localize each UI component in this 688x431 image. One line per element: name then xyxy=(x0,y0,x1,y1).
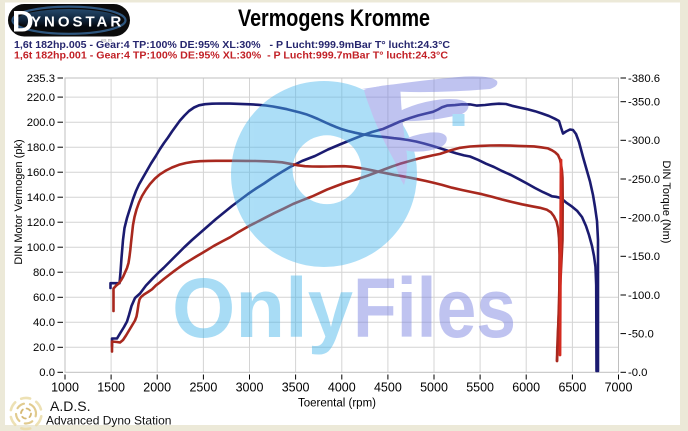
svg-text:1,6t 182hp.005 - Gear:4 TP:100: 1,6t 182hp.005 - Gear:4 TP:100% DE:95% X… xyxy=(14,39,450,51)
svg-text:40.0: 40.0 xyxy=(33,317,55,329)
svg-text:3500: 3500 xyxy=(282,381,310,395)
svg-text:4500: 4500 xyxy=(374,381,402,395)
svg-text:6500: 6500 xyxy=(558,381,586,395)
svg-text:2000: 2000 xyxy=(143,381,171,395)
svg-text:2500: 2500 xyxy=(189,381,217,395)
svg-text:6000: 6000 xyxy=(512,381,540,395)
svg-text:Vermogens Kromme: Vermogens Kromme xyxy=(238,5,430,32)
svg-text:7000: 7000 xyxy=(605,381,633,395)
svg-text:Advanced Dyno Station: Advanced Dyno Station xyxy=(46,414,171,428)
svg-text:1000: 1000 xyxy=(51,381,79,395)
svg-text:100.0: 100.0 xyxy=(27,242,55,254)
svg-text:140.0: 140.0 xyxy=(27,192,55,204)
svg-text:-0.0: -0.0 xyxy=(628,367,647,379)
svg-text:235.3: 235.3 xyxy=(27,73,55,85)
svg-text:-300.0: -300.0 xyxy=(628,135,660,147)
svg-text:...es m: ...es m xyxy=(97,38,112,44)
svg-text:-250.0: -250.0 xyxy=(628,174,660,186)
svg-text:20.0: 20.0 xyxy=(33,342,55,354)
svg-text:-100.0: -100.0 xyxy=(628,290,660,302)
svg-text:1,6t 182hp.001 - Gear:4 TP:100: 1,6t 182hp.001 - Gear:4 TP:100% DE:95% X… xyxy=(14,50,448,62)
svg-text:YNOSTAR: YNOSTAR xyxy=(31,14,124,31)
svg-text:-350.0: -350.0 xyxy=(628,97,660,109)
svg-text:200.0: 200.0 xyxy=(27,117,55,129)
svg-text:-380.6: -380.6 xyxy=(628,73,660,85)
svg-text:0.0: 0.0 xyxy=(39,367,55,379)
svg-text:220.0: 220.0 xyxy=(27,92,55,104)
svg-text:3000: 3000 xyxy=(236,381,264,395)
svg-text:Toerental (rpm): Toerental (rpm) xyxy=(298,398,376,410)
svg-text:160.0: 160.0 xyxy=(27,167,55,179)
svg-text:1500: 1500 xyxy=(97,381,125,395)
svg-text:D: D xyxy=(12,6,34,39)
svg-text:DIN Torque (Nm): DIN Torque (Nm) xyxy=(660,161,672,244)
svg-text:120.0: 120.0 xyxy=(27,217,55,229)
svg-text:180.0: 180.0 xyxy=(27,142,55,154)
svg-text:-50.0: -50.0 xyxy=(628,328,654,340)
svg-text:Only: Only xyxy=(172,261,353,355)
svg-text:DIN Motor Vermogen (pk): DIN Motor Vermogen (pk) xyxy=(13,139,25,264)
svg-text:-150.0: -150.0 xyxy=(628,251,660,263)
svg-text:5500: 5500 xyxy=(466,381,494,395)
svg-text:Files: Files xyxy=(353,261,516,355)
svg-text:5000: 5000 xyxy=(420,381,448,395)
svg-text:-200.0: -200.0 xyxy=(628,212,660,224)
svg-text:60.0: 60.0 xyxy=(33,292,55,304)
svg-text:80.0: 80.0 xyxy=(33,267,55,279)
svg-text:A.D.S.: A.D.S. xyxy=(50,398,90,414)
svg-text:4000: 4000 xyxy=(328,381,356,395)
